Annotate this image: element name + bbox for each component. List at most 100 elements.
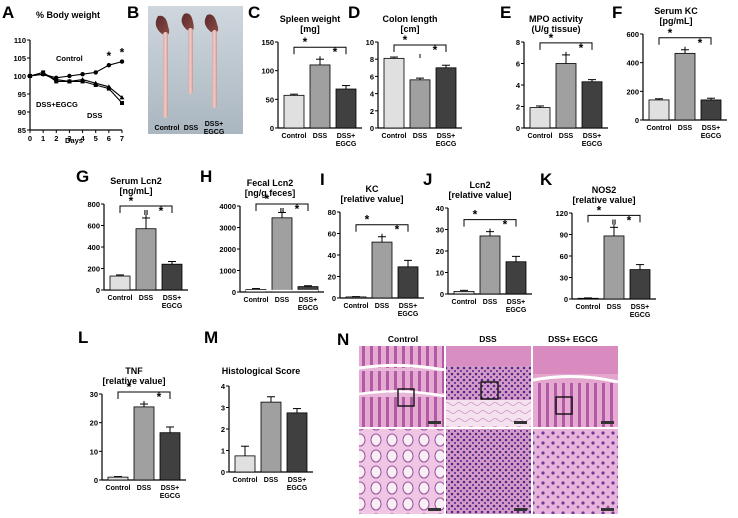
x-category-label-e: EGCG — [582, 141, 603, 148]
y-tick-label-h: 2000 — [219, 245, 236, 254]
panel-g: G Serum Lcn2[ng/mL] 0 200 400 600 800 Control DS… — [76, 167, 188, 310]
y-tick-label-f: 0 — [635, 116, 639, 125]
panel-k: K NOS2[relative value] 0 30 60 90 120 Control DS… — [540, 170, 656, 319]
data-point-a — [80, 72, 85, 77]
bar-j-0 — [453, 291, 475, 295]
y-tick-label-l: 10 — [90, 447, 98, 456]
x-category-label-k: Control — [576, 304, 601, 311]
chart-subtitle-d: [cm] — [400, 24, 419, 34]
significance-star-l: * — [127, 380, 132, 394]
significance-star-g: * — [159, 204, 164, 218]
chart-title-k: NOS2 — [592, 185, 617, 195]
y-tick-label-e: 8 — [516, 38, 520, 47]
inset-box-control — [397, 388, 415, 407]
chart-subtitle-c: [mg] — [300, 24, 320, 34]
panel-e: E MPO activity(U/g tissue) 0 2 4 6 8 Control DSS… — [500, 3, 608, 148]
data-point-a — [93, 70, 98, 75]
bar-e-0 — [529, 107, 551, 129]
bar-c-0 — [283, 94, 305, 129]
significance-star-i: * — [365, 213, 370, 227]
y-tick-label-d: 10 — [366, 38, 374, 47]
y-tick-label-m: 1 — [221, 447, 225, 456]
bar-d-1 — [409, 79, 431, 129]
x-tick-label-a: 5 — [94, 134, 98, 143]
y-tick-label-d: 8 — [370, 55, 374, 64]
chart-title-g: Serum Lcn2 — [110, 176, 162, 186]
x-category-label-d: DSS — [413, 133, 428, 140]
significance-star-j: * — [473, 208, 478, 222]
x-category-label-g: Control — [108, 295, 133, 302]
panel-h: H Fecal Lcn2[ng/g feces] 0 1000 2000 3000 4000… — [200, 167, 324, 312]
bracket-mark-h: II — [280, 206, 284, 215]
y-tick-label-m: 0 — [221, 468, 225, 477]
y-tick-label-c: 0 — [270, 124, 274, 133]
significance-star-d: * — [433, 43, 438, 57]
colon-egcg — [212, 30, 217, 108]
y-tick-label-e: 2 — [516, 103, 520, 112]
y-tick-label-c: 100 — [261, 67, 274, 76]
legend-label-control: Control — [56, 54, 83, 63]
panel-b: B Control DSS DSS+ EGCG — [127, 3, 243, 136]
x-category-label-f: EGCG — [701, 133, 722, 140]
y-tick-label-j: 40 — [436, 204, 444, 213]
x-category-label-k: DSS+ — [631, 304, 649, 311]
y-tick-label-k: 120 — [555, 209, 568, 218]
bracket-long — [539, 42, 593, 50]
significance-brackets-g: * * II — [119, 194, 173, 219]
significance-star-h: * — [295, 202, 300, 216]
significance-star-j: * — [503, 218, 508, 232]
panel-a: A % Body weight 85 90 95 100 105 110 0 1 2 3 4 5 6 7 *… — [2, 3, 125, 145]
panel-label-l: L — [78, 328, 88, 347]
x-category-label-c: EGCG — [336, 141, 357, 148]
bar-d-2 — [435, 67, 457, 129]
panel-j: J Lcn2[relative value] 0 10 20 30 40 Control DSS… — [423, 170, 532, 314]
y-tick-label-g: 400 — [87, 243, 100, 252]
x-category-label-m: Control — [233, 477, 258, 484]
bar-c-1 — [309, 64, 331, 129]
bar-e-1 — [555, 63, 577, 129]
bar-f-2 — [700, 99, 722, 121]
bar-i-1 — [371, 241, 393, 299]
histology-highmag-egcg — [533, 429, 618, 514]
x-axis-label-a: Days — [65, 136, 83, 145]
x-category-label-g: DSS — [139, 295, 154, 302]
y-tick-label-h: 3000 — [219, 224, 236, 233]
colon-dss — [188, 28, 193, 94]
bracket-long — [463, 219, 517, 227]
x-category-label-i: Control — [344, 303, 369, 310]
y-tick-label-j: 0 — [440, 290, 444, 299]
x-category-label-k: EGCG — [630, 312, 651, 319]
x-category-label-m: DSS+ — [288, 477, 306, 484]
y-tick-label-k: 60 — [560, 252, 568, 261]
y-tick-label-e: 6 — [516, 60, 520, 69]
panel-label-n: N — [337, 330, 349, 349]
panel-label-j: J — [423, 170, 432, 189]
chart-title-m: Histological Score — [222, 366, 301, 376]
x-category-label-l: DSS+ — [161, 485, 179, 492]
y-tick-label-d: 2 — [370, 107, 374, 116]
bar-k-1 — [603, 235, 625, 300]
x-category-label-k: DSS — [607, 304, 622, 311]
colon-specimen-dss — [181, 13, 194, 94]
x-tick-label-a: 6 — [107, 134, 111, 143]
y-tick-label-i: 80 — [328, 208, 336, 217]
x-category-label-i: DSS — [375, 303, 390, 310]
y-tick-label-k: 30 — [560, 274, 568, 283]
y-tick-label-g: 600 — [87, 222, 100, 231]
chart-title-c: Spleen weight — [280, 14, 341, 24]
bracket-mark-k: II — [612, 217, 616, 226]
x-category-label-g: DSS+ — [163, 295, 181, 302]
significance-brackets-f: ** — [658, 26, 712, 51]
x-category-label-e: DSS+ — [583, 133, 601, 140]
bracket-long — [119, 205, 173, 213]
y-tick-label-d: 4 — [370, 90, 375, 99]
significance-brackets-h: * * II — [255, 192, 309, 217]
colon-specimen-egcg — [204, 14, 219, 108]
data-point-a — [106, 86, 111, 91]
significance-brackets-j: ** — [463, 208, 517, 233]
bar-m-0 — [234, 455, 256, 473]
y-tick-label-h: 4000 — [219, 202, 236, 211]
x-category-label-j: EGCG — [506, 307, 527, 314]
x-category-label-l: DSS — [137, 485, 152, 492]
